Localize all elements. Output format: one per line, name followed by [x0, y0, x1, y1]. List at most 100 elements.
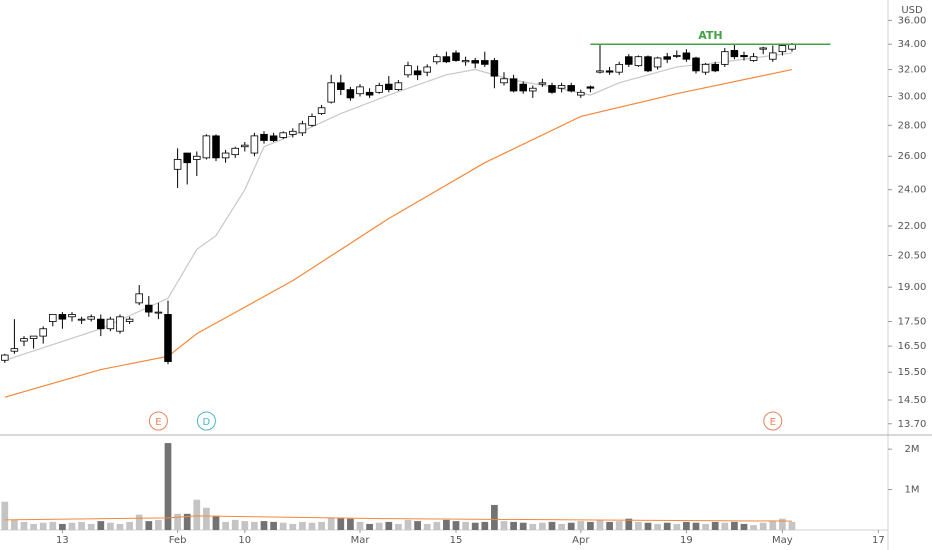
volume-bar	[423, 523, 431, 530]
candle-body	[327, 82, 335, 103]
volume-bar	[558, 523, 565, 530]
volume-bar	[567, 522, 575, 530]
candle-body	[634, 56, 643, 67]
candle-body	[164, 314, 172, 362]
candle-body	[241, 144, 249, 148]
volume-bar	[212, 515, 220, 530]
moving-average-line	[4, 68, 793, 398]
x-tick-label: 19	[680, 535, 693, 546]
candle-body	[605, 70, 614, 73]
candle-body	[260, 133, 268, 141]
y-tick-label: 30.00	[898, 91, 927, 102]
candle-body	[778, 45, 787, 53]
candle-body	[452, 52, 460, 61]
volume-bar	[663, 522, 671, 530]
volume-bar	[385, 521, 393, 530]
x-tick-label: Feb	[169, 535, 187, 546]
candle-body	[212, 135, 220, 159]
volume-bar	[193, 499, 201, 530]
candle-body	[193, 155, 201, 160]
volume-bar	[721, 522, 729, 530]
candle-body	[567, 85, 575, 92]
volume-bar	[702, 523, 709, 530]
candle-body	[250, 135, 259, 154]
y-tick-label: 24.00	[898, 185, 927, 196]
candle-body	[308, 116, 316, 126]
candle-body	[404, 65, 412, 76]
volume-bar	[241, 521, 249, 530]
volume-bar	[107, 522, 114, 530]
volume-bar	[711, 521, 719, 530]
candle-body	[471, 60, 479, 64]
event-marker	[148, 411, 168, 431]
volume-bar	[606, 521, 613, 530]
candle-body	[586, 86, 595, 89]
event-label: D	[203, 417, 211, 428]
candle-body	[317, 107, 326, 114]
event-marker	[196, 411, 216, 431]
volume-bar	[615, 521, 623, 530]
candle-body	[673, 55, 681, 57]
y-tick-label: 19.00	[898, 282, 927, 293]
volume-bar	[548, 521, 556, 530]
candle-body	[394, 82, 403, 90]
candle-body	[749, 56, 758, 61]
candle-body	[289, 130, 297, 135]
candle-body	[279, 132, 287, 138]
candle-body	[653, 57, 662, 68]
volume-bar	[404, 519, 412, 530]
volume-bar	[529, 523, 537, 530]
volume-bar	[366, 523, 373, 530]
volume-bar	[116, 523, 124, 530]
volume-bar	[510, 521, 517, 530]
volume-bar	[222, 521, 229, 530]
volume-bar	[750, 525, 757, 530]
volume-bar	[740, 523, 748, 530]
y-tick-label: 17.50	[898, 317, 927, 328]
x-tick-label: 15	[450, 535, 463, 546]
candle-body	[500, 78, 508, 84]
volume-bar	[375, 522, 383, 530]
y-tick-label: 15.50	[898, 367, 927, 378]
y-tick-label: 34.00	[898, 39, 927, 50]
candle-body	[663, 56, 671, 60]
candle-body	[596, 70, 604, 73]
volume-ma-line	[4, 515, 793, 522]
volume-bar	[318, 521, 325, 530]
candle-body	[644, 56, 652, 72]
volume-bar	[788, 521, 796, 530]
candle-body	[68, 314, 76, 318]
candle-body	[337, 82, 345, 90]
volume-bar	[30, 523, 37, 530]
candle-body	[519, 83, 527, 92]
candle-body	[39, 328, 47, 337]
candle-body	[202, 135, 211, 159]
volume-bar	[183, 513, 191, 530]
volume-bar	[135, 514, 143, 530]
volume-bar	[337, 517, 345, 530]
volume-bar	[769, 521, 777, 530]
volume-bar	[11, 519, 18, 530]
volume-bar	[78, 521, 85, 530]
candle-body	[20, 338, 28, 342]
volume-bar	[356, 521, 364, 530]
candle-body	[231, 147, 239, 156]
volume-bar	[308, 522, 316, 530]
volume-bar	[414, 521, 421, 530]
candle-body	[548, 85, 556, 93]
volume-bar	[433, 521, 441, 530]
volume-bar	[97, 521, 105, 530]
candle-body	[577, 91, 585, 96]
volume-bar	[347, 518, 354, 530]
candle-body	[442, 56, 451, 63]
candle-body	[77, 318, 86, 321]
candle-body	[154, 311, 163, 314]
candle-body	[49, 314, 57, 322]
candle-body	[711, 63, 719, 72]
volume-bar	[155, 519, 162, 530]
volume-bar	[251, 521, 258, 530]
volume-bar	[779, 518, 786, 530]
candle-body	[730, 50, 739, 58]
y-tick-label: 14.50	[898, 395, 927, 406]
